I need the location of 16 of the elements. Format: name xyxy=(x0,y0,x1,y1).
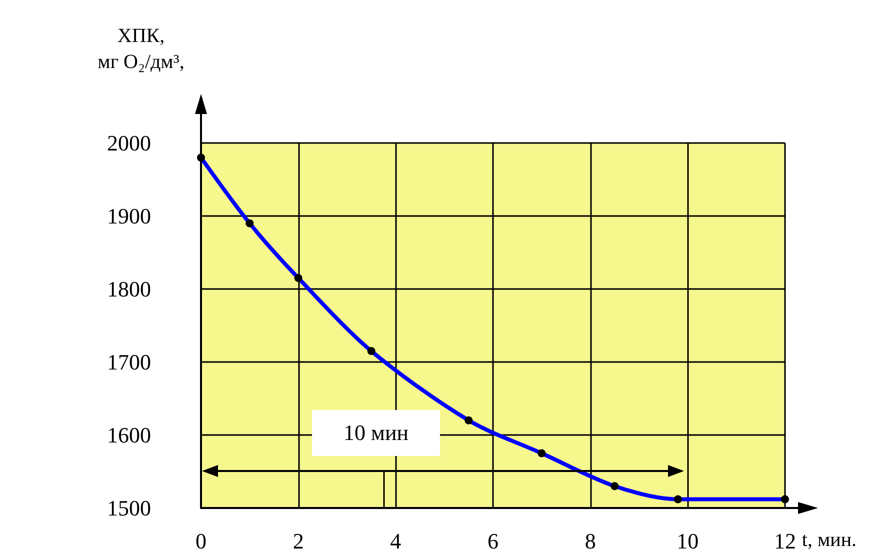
x-tick-label: 8 xyxy=(584,528,596,554)
x-tick-label: 6 xyxy=(488,528,498,554)
y-tick-label: 1600 xyxy=(107,422,151,448)
x-tick-label: 4 xyxy=(390,528,402,554)
y-axis-title: ХПК, мг O₂/дм³, xyxy=(98,25,184,73)
y-tick-label: 1900 xyxy=(107,204,151,228)
x-tick-label: 10 xyxy=(676,528,699,554)
y-tick-label: 1700 xyxy=(107,350,151,374)
x-tick-label: 12 xyxy=(774,528,796,554)
y-tick-label: 2000 xyxy=(107,130,151,156)
x-tick-label: 0 xyxy=(196,528,206,554)
text-box: 10 мин xyxy=(312,410,440,456)
y-tick-label: 1800 xyxy=(107,276,151,302)
y-tick-label: 1500 xyxy=(107,496,151,520)
x-tick-label: 2 xyxy=(292,528,304,554)
x-axis-title: t, мин. xyxy=(802,529,857,551)
